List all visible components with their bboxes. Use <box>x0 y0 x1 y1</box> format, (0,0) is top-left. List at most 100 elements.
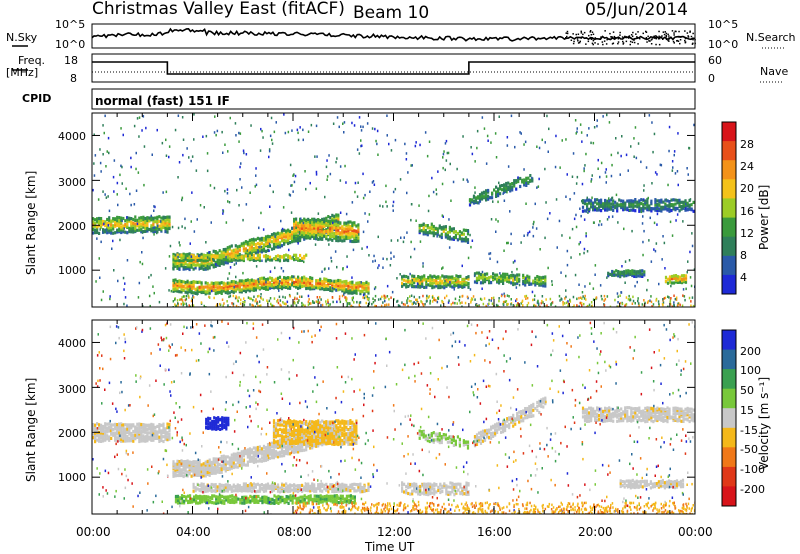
power-cell-noise <box>656 212 659 216</box>
power-cell-near-range <box>624 304 626 307</box>
velocity-cell-ground-arc <box>266 449 270 453</box>
power-cell-evening-patch <box>680 281 684 285</box>
velocity-cell-ground-arc <box>291 446 294 450</box>
power-cell-noise <box>107 195 109 198</box>
power-cell-near-range <box>401 301 403 304</box>
power-cell-near-range <box>396 299 399 303</box>
velocity-cell-ground-early <box>130 437 133 441</box>
velocity-cell-ground-early <box>122 429 125 433</box>
power-cell-lower-band <box>208 291 211 295</box>
power-cell-peak-arc <box>301 226 304 230</box>
power-cell-lower-band <box>297 286 300 290</box>
power-cell-rising-arc <box>220 260 223 264</box>
power-cell-lower-band <box>337 281 340 286</box>
power-cell-noise <box>392 209 394 212</box>
power-cell-peak-arc <box>303 228 306 232</box>
power-cell-afternoon-arc <box>432 234 435 238</box>
power-cell-peak-arc <box>327 231 330 235</box>
power-cell-peak-arc <box>343 221 346 225</box>
velocity-cell-ground-early <box>122 431 125 435</box>
power-cell-near-range <box>565 295 567 299</box>
power-cell-noise <box>224 143 226 146</box>
power-cell-early-band <box>154 216 157 220</box>
velocity-cell-ground-early <box>116 436 119 440</box>
n-search-point <box>658 30 660 33</box>
power-cell-early-band <box>100 217 103 221</box>
power-cell-early-band <box>94 228 97 232</box>
power-cell-lower-band <box>260 280 263 284</box>
n-search-point <box>610 36 612 38</box>
power-cell-near-range <box>267 301 269 304</box>
power-cell-early-band <box>144 229 147 233</box>
power-cell-noise <box>566 173 568 176</box>
power-cell-afternoon-arc <box>452 237 455 241</box>
velocity-cell-ground-early <box>122 439 125 443</box>
power-cell-afternoon-2 <box>538 279 541 284</box>
power-cell-noise <box>389 264 392 267</box>
power-cell-early-band <box>150 216 153 220</box>
velocity-cell-ground-arc <box>272 443 276 447</box>
power-cell-mid-band <box>242 254 245 258</box>
power-cell-rising-arc <box>188 252 191 256</box>
power-cell-peak-arc <box>347 225 350 229</box>
power-cell-noise <box>360 129 363 132</box>
power-cell-noise <box>139 260 141 264</box>
power-cell-afternoon <box>455 274 458 278</box>
velocity-cell-ground-early <box>128 425 131 429</box>
power-cell-early-band <box>104 220 107 224</box>
power-cell-lower-band <box>351 287 354 291</box>
power-cell-noise <box>410 218 412 222</box>
power-cell-afternoon-arc <box>426 233 429 237</box>
power-cell-early-band <box>158 227 161 231</box>
power-cell-evening-low <box>613 270 616 274</box>
power-cell-lower-band <box>297 280 300 285</box>
power-cell-afternoon <box>467 275 470 279</box>
power-cell-late-arc <box>523 183 526 187</box>
power-cell-peak-arc <box>293 231 296 235</box>
power-cell-mid-band <box>274 255 278 259</box>
power-cell-evening-band <box>670 198 673 202</box>
power-cell-lower-band <box>333 279 336 283</box>
power-cell-afternoon <box>465 281 468 285</box>
power-cell-afternoon-2 <box>526 276 529 280</box>
power-cell-noise <box>671 169 674 172</box>
power-cell-noise <box>525 277 527 280</box>
velocity-cell-ground-early <box>92 431 95 435</box>
n-search-point <box>691 43 694 45</box>
power-cell-rising-arc <box>188 267 191 272</box>
power-cell-afternoon-2 <box>524 280 527 284</box>
power-cell-mid-band <box>188 258 191 263</box>
power-cell-peak-arc <box>343 223 346 227</box>
velocity-cell-ground-arc <box>196 462 199 466</box>
power-cell-lower-band <box>285 282 288 286</box>
power-cell-near-range <box>637 297 639 300</box>
power-cell-evening-band <box>646 200 649 204</box>
power-cell-noise <box>177 226 180 230</box>
power-cell-early-band <box>130 220 133 224</box>
power-cell-evening-band <box>688 198 691 203</box>
power-cell-noise <box>356 195 359 198</box>
power-cell-noise <box>174 265 176 268</box>
power-cell-rising-arc <box>262 243 266 247</box>
power-cell-afternoon-arc <box>444 232 447 236</box>
n-search-point <box>668 40 670 42</box>
power-cell-noise <box>567 300 569 303</box>
power-cell-noise <box>361 144 363 147</box>
power-cell-afternoon-arc <box>418 226 421 230</box>
velocity-cell-ground-arc <box>236 455 239 459</box>
power-cell-early-band <box>134 222 137 226</box>
power-cell-lower-band <box>363 292 366 296</box>
power-cell-early-band <box>152 228 155 232</box>
power-cell-lower-band <box>359 283 362 287</box>
power-cell-evening-band <box>654 203 657 207</box>
power-cell-rising-arc <box>262 247 266 251</box>
power-cell-noise <box>265 281 267 284</box>
power-cell-peak-arc <box>319 221 322 225</box>
power-cell-near-range <box>606 295 609 298</box>
velocity-cell-ground-arc <box>264 455 268 459</box>
power-cell-near-range <box>226 300 228 303</box>
power-cell-afternoon <box>457 279 460 283</box>
power-cell-near-range <box>515 304 518 307</box>
power-cell-noise <box>298 231 301 234</box>
power-cell-noise <box>206 152 209 155</box>
